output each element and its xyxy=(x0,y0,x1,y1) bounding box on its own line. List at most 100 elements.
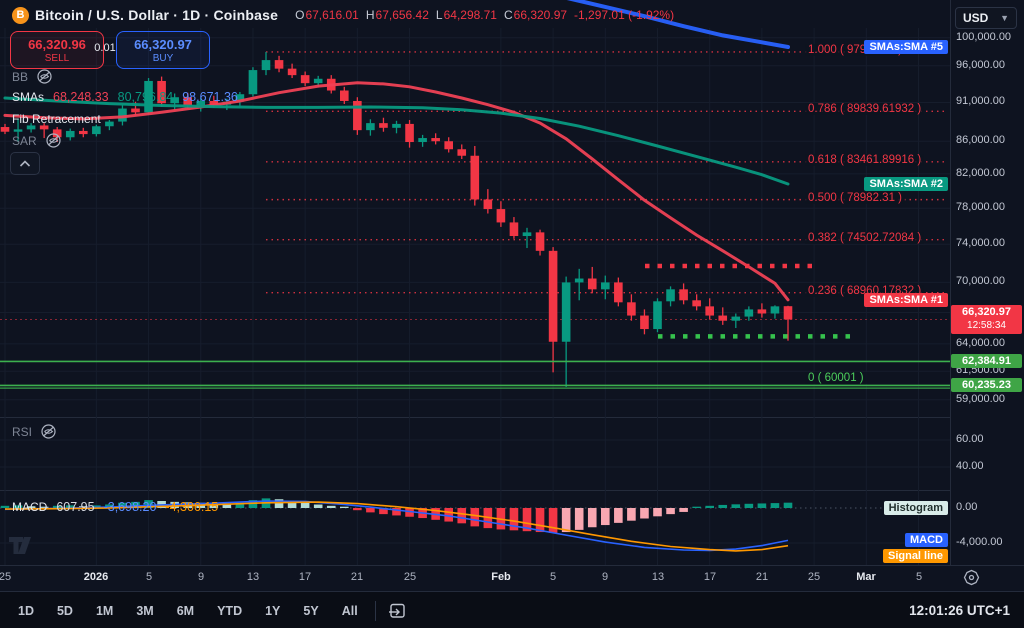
range-button-5y[interactable]: 5Y xyxy=(303,603,319,618)
open-value: 67,616.01 xyxy=(305,8,359,22)
fib-retracement-layer xyxy=(266,51,948,294)
sma2-value: 80,796.84 xyxy=(117,90,174,104)
price-axis-tick: 59,000.00 xyxy=(956,393,1005,405)
time-axis-tick: 25 xyxy=(0,571,12,583)
rsi-axis-tick: 60.00 xyxy=(956,433,984,445)
pane-separator-macd[interactable] xyxy=(0,490,950,491)
range-button-1d[interactable]: 1D xyxy=(18,603,34,618)
collapse-legend-button[interactable] xyxy=(10,152,40,175)
candles-layer xyxy=(0,51,793,388)
range-button-3m[interactable]: 3M xyxy=(136,603,154,618)
bar-countdown: 12:58:34 xyxy=(967,320,1006,331)
price-axis-tick: 100,000.00 xyxy=(956,31,1012,43)
spread-value: 0.01 xyxy=(94,42,116,54)
macd-line-value: -3,698.20 xyxy=(103,500,157,514)
change-value: -1,297.01 (-1.92%) xyxy=(574,8,675,22)
macd-layer xyxy=(0,498,950,552)
open-label: O xyxy=(295,8,305,22)
time-axis-tick: 25 xyxy=(403,571,417,583)
close-value: 66,320.97 xyxy=(513,8,568,22)
go-to-date-icon[interactable] xyxy=(388,601,407,620)
close-label: C xyxy=(503,8,513,22)
tradingview-logo[interactable] xyxy=(8,533,36,559)
chevron-down-icon: ▼ xyxy=(1000,13,1009,23)
sma5-value: 98,671.36 xyxy=(182,90,238,104)
currency-value: USD xyxy=(963,11,989,25)
time-axis-tick: 5 xyxy=(145,571,153,583)
clock[interactable]: 12:01:26 UTC+1 xyxy=(909,603,1010,618)
range-button-all[interactable]: All xyxy=(341,603,358,618)
legend-row-fib[interactable]: Fib Retracement xyxy=(12,112,101,126)
pane-separator-rsi[interactable] xyxy=(0,417,950,418)
macd-axis-tick: -4,000.00 xyxy=(956,536,1003,548)
time-axis-tick: 21 xyxy=(350,571,364,583)
price-axis-tick: 82,000.00 xyxy=(956,167,1005,179)
time-axis-tick: 25 xyxy=(807,571,821,583)
time-axis-tick: 17 xyxy=(703,571,717,583)
legend-row-rsi[interactable]: RSI xyxy=(12,424,57,439)
sma-line xyxy=(3,96,790,186)
range-button-1y[interactable]: 1Y xyxy=(265,603,281,618)
legend-row-smas[interactable]: SMAs 68,248.33 80,796.84 98,671.36 xyxy=(12,90,238,104)
time-axis-border xyxy=(0,565,1024,566)
range-button-5d[interactable]: 5D xyxy=(56,603,73,618)
price-axis-tick: 70,000.00 xyxy=(956,275,1005,287)
low-label: L xyxy=(435,8,443,22)
bitcoin-logo-icon: B xyxy=(12,6,29,24)
last-price-badge: 66,320.97 12:58:34 xyxy=(951,305,1022,334)
chart-canvas[interactable] xyxy=(0,0,950,565)
macd-label: MACD xyxy=(12,500,48,514)
toolbar-divider xyxy=(374,600,376,621)
time-axis-tick: 5 xyxy=(915,571,923,583)
last-price-value: 66,320.97 xyxy=(962,306,1011,318)
sell-label: SELL xyxy=(44,52,70,64)
macd-signal-value: -4,306.15 xyxy=(165,500,219,514)
time-axis-tick: 5 xyxy=(549,571,557,583)
macd-axis-tick: 0.00 xyxy=(956,501,978,513)
gear-icon[interactable] xyxy=(963,569,980,586)
symbol-header: B Bitcoin / U.S. Dollar · 1D · Coinbase … xyxy=(0,0,950,30)
time-axis-tick: Feb xyxy=(491,571,511,583)
time-axis-tick: 21 xyxy=(755,571,769,583)
bb-label: BB xyxy=(12,69,29,84)
buy-button[interactable]: 66,320.97 BUY xyxy=(116,31,210,69)
rsi-axis-tick: 40.00 xyxy=(956,460,984,472)
legend-row-bb[interactable]: BB xyxy=(12,69,53,84)
grid-layer xyxy=(0,28,950,565)
legend-row-macd[interactable]: MACD 607.95 -3,698.20 -4,306.15 xyxy=(12,500,218,514)
price-axis-tick: 74,000.00 xyxy=(956,237,1005,249)
low-value: 64,298.71 xyxy=(443,8,497,22)
range-button-ytd[interactable]: YTD xyxy=(217,603,243,618)
price-line-badge: 62,384.91 xyxy=(951,354,1022,368)
price-axis-tick: 67,000.00 xyxy=(956,305,1005,317)
time-axis-tick: 9 xyxy=(197,571,205,583)
eye-off-icon[interactable] xyxy=(36,69,53,84)
price-axis-border xyxy=(950,0,951,565)
price-axis-tick: 64,000.00 xyxy=(956,337,1005,349)
time-axis-tick: 13 xyxy=(651,571,665,583)
buy-price: 66,320.97 xyxy=(134,36,192,52)
symbol-title[interactable]: Bitcoin / U.S. Dollar · 1D · Coinbase xyxy=(35,7,279,23)
eye-off-icon[interactable] xyxy=(45,133,62,148)
bottom-toolbar: 1D 5D 1M 3M 6M YTD 1Y 5Y All 12:01:26 UTC+1 xyxy=(0,591,1024,628)
time-axis-tick: 13 xyxy=(246,571,260,583)
price-axis-tick: 61,500.00 xyxy=(956,364,1005,376)
price-axis-tick: 86,000.00 xyxy=(956,134,1005,146)
time-axis-tick: 17 xyxy=(298,571,312,583)
price-axis-tick: 91,000.00 xyxy=(956,95,1005,107)
sar-label: SAR xyxy=(12,133,37,148)
price-axis-tick: 96,000.00 xyxy=(956,59,1005,71)
eye-off-icon[interactable] xyxy=(40,424,57,439)
legend-row-sar[interactable]: SAR xyxy=(12,133,62,148)
high-label: H xyxy=(365,8,375,22)
sell-price: 66,320.96 xyxy=(28,36,86,52)
range-button-6m[interactable]: 6M xyxy=(176,603,195,618)
chevron-up-icon xyxy=(19,159,31,167)
currency-selector[interactable]: USD ▼ xyxy=(955,7,1017,29)
range-button-1m[interactable]: 1M xyxy=(95,603,114,618)
sell-button[interactable]: 66,320.96 SELL xyxy=(10,31,104,69)
buy-label: BUY xyxy=(152,52,174,64)
price-line-badge: 60,235.23 xyxy=(951,378,1022,392)
sma-line xyxy=(3,81,790,302)
